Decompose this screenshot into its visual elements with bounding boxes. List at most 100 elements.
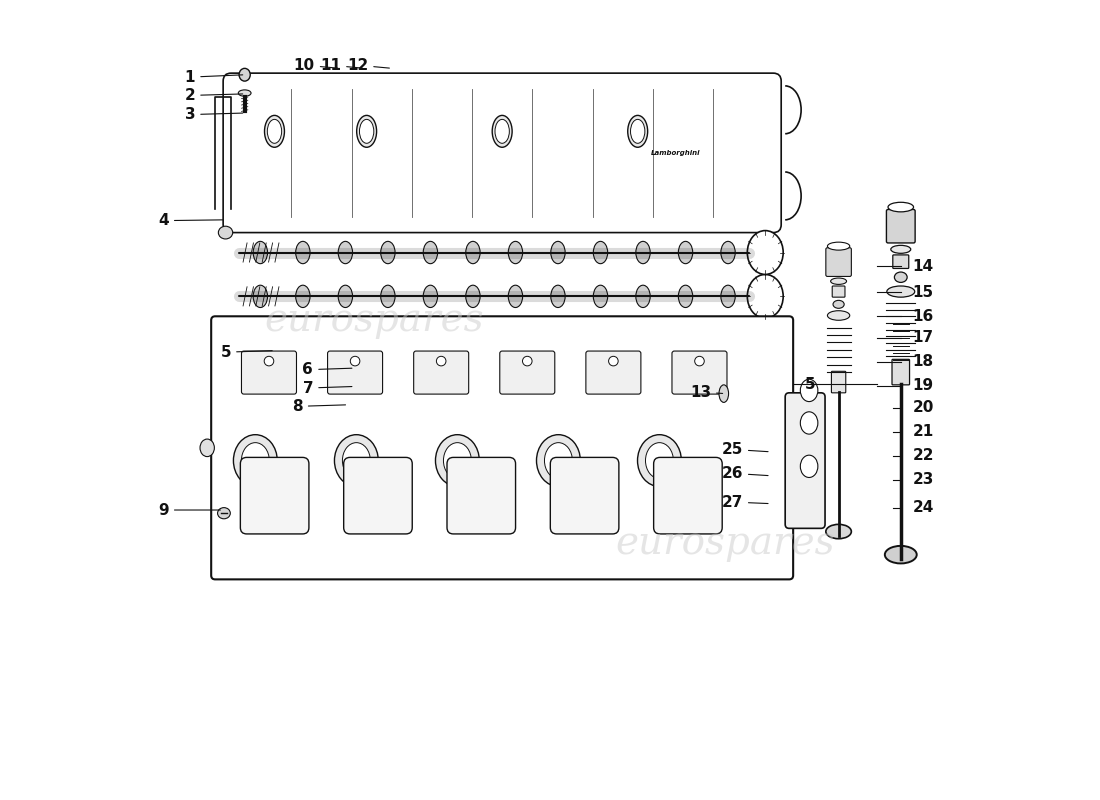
- Ellipse shape: [638, 434, 681, 486]
- Ellipse shape: [801, 412, 818, 434]
- FancyBboxPatch shape: [343, 458, 412, 534]
- Ellipse shape: [894, 272, 908, 282]
- Ellipse shape: [338, 242, 353, 264]
- Text: 11: 11: [320, 58, 362, 73]
- FancyBboxPatch shape: [893, 255, 909, 269]
- Text: Lamborghini: Lamborghini: [651, 150, 701, 156]
- FancyBboxPatch shape: [672, 351, 727, 394]
- Text: 20: 20: [913, 401, 934, 415]
- Ellipse shape: [720, 285, 735, 307]
- FancyBboxPatch shape: [241, 458, 309, 534]
- Text: 22: 22: [913, 448, 934, 463]
- Ellipse shape: [350, 356, 360, 366]
- Text: 24: 24: [913, 500, 934, 515]
- Ellipse shape: [296, 242, 310, 264]
- Ellipse shape: [608, 356, 618, 366]
- Ellipse shape: [424, 242, 438, 264]
- FancyBboxPatch shape: [447, 458, 516, 534]
- Ellipse shape: [719, 385, 728, 402]
- Text: 7: 7: [302, 381, 352, 395]
- Ellipse shape: [827, 310, 850, 320]
- Ellipse shape: [356, 115, 376, 147]
- Ellipse shape: [636, 285, 650, 307]
- Text: 3: 3: [185, 107, 243, 122]
- Ellipse shape: [747, 274, 783, 318]
- Ellipse shape: [593, 285, 607, 307]
- Text: 12: 12: [346, 58, 389, 73]
- Ellipse shape: [219, 226, 233, 239]
- Text: 17: 17: [913, 330, 934, 346]
- FancyBboxPatch shape: [785, 393, 825, 528]
- Ellipse shape: [495, 119, 509, 143]
- Text: 8: 8: [293, 399, 345, 414]
- Ellipse shape: [264, 115, 285, 147]
- Ellipse shape: [630, 119, 645, 143]
- Ellipse shape: [801, 455, 818, 478]
- Text: 4: 4: [158, 213, 223, 228]
- Text: 5: 5: [805, 377, 816, 391]
- Ellipse shape: [338, 285, 353, 307]
- Text: 10: 10: [294, 58, 338, 73]
- Ellipse shape: [492, 115, 513, 147]
- Text: 26: 26: [722, 466, 768, 481]
- Text: eurospares: eurospares: [265, 302, 484, 338]
- FancyBboxPatch shape: [499, 351, 554, 394]
- Ellipse shape: [551, 285, 565, 307]
- Ellipse shape: [544, 442, 572, 478]
- Ellipse shape: [537, 434, 581, 486]
- FancyBboxPatch shape: [887, 210, 915, 243]
- Ellipse shape: [342, 442, 371, 478]
- Ellipse shape: [679, 285, 693, 307]
- Text: eurospares: eurospares: [616, 525, 835, 562]
- Text: 1: 1: [185, 70, 243, 85]
- FancyBboxPatch shape: [892, 359, 910, 385]
- FancyBboxPatch shape: [242, 351, 297, 394]
- Text: 27: 27: [722, 494, 768, 510]
- Ellipse shape: [437, 356, 446, 366]
- Text: 14: 14: [913, 258, 934, 274]
- Ellipse shape: [239, 68, 250, 81]
- Ellipse shape: [241, 442, 270, 478]
- FancyBboxPatch shape: [826, 248, 851, 277]
- Ellipse shape: [508, 285, 522, 307]
- Ellipse shape: [830, 278, 847, 285]
- Ellipse shape: [334, 434, 378, 486]
- Ellipse shape: [508, 242, 522, 264]
- Ellipse shape: [720, 242, 735, 264]
- FancyBboxPatch shape: [211, 316, 793, 579]
- Ellipse shape: [646, 442, 673, 478]
- Ellipse shape: [267, 119, 282, 143]
- Text: 2: 2: [185, 88, 243, 103]
- Ellipse shape: [381, 242, 395, 264]
- Ellipse shape: [424, 285, 438, 307]
- FancyBboxPatch shape: [586, 351, 641, 394]
- FancyBboxPatch shape: [653, 458, 723, 534]
- Text: 23: 23: [913, 472, 934, 487]
- Ellipse shape: [827, 242, 850, 250]
- Text: 19: 19: [913, 378, 934, 393]
- Ellipse shape: [233, 434, 277, 486]
- Ellipse shape: [801, 379, 818, 402]
- Ellipse shape: [296, 285, 310, 307]
- Ellipse shape: [360, 119, 374, 143]
- Ellipse shape: [636, 242, 650, 264]
- Ellipse shape: [888, 202, 913, 212]
- FancyBboxPatch shape: [414, 351, 469, 394]
- Ellipse shape: [200, 439, 214, 457]
- Ellipse shape: [884, 546, 916, 563]
- Ellipse shape: [253, 285, 267, 307]
- Ellipse shape: [436, 434, 480, 486]
- Ellipse shape: [239, 90, 251, 96]
- Ellipse shape: [628, 115, 648, 147]
- Ellipse shape: [695, 356, 704, 366]
- FancyBboxPatch shape: [833, 286, 845, 297]
- Ellipse shape: [593, 242, 607, 264]
- Text: 5: 5: [220, 345, 272, 360]
- Ellipse shape: [253, 242, 267, 264]
- FancyBboxPatch shape: [223, 73, 781, 233]
- FancyBboxPatch shape: [328, 351, 383, 394]
- Text: 9: 9: [158, 502, 220, 518]
- FancyBboxPatch shape: [550, 458, 619, 534]
- Ellipse shape: [465, 242, 480, 264]
- Ellipse shape: [887, 286, 915, 297]
